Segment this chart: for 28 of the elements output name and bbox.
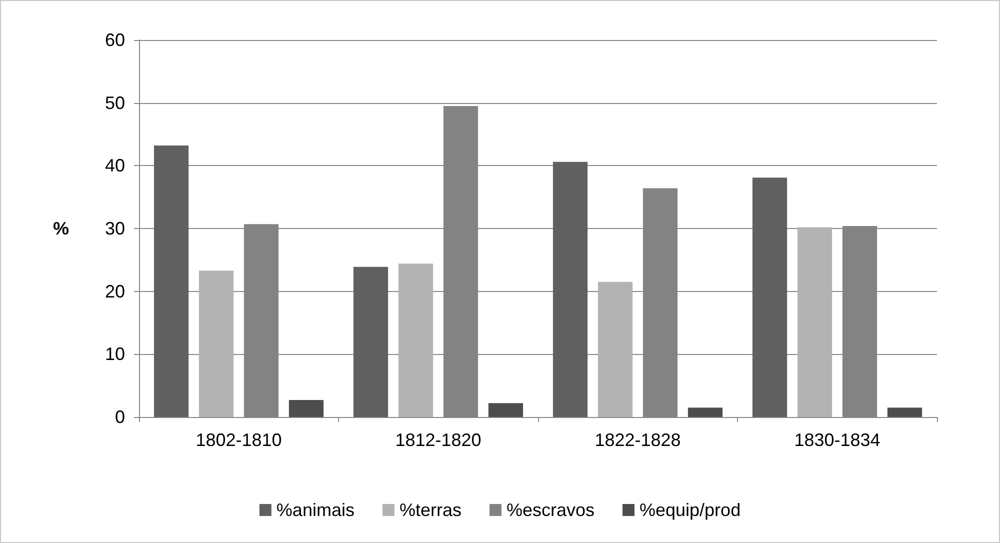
y-tick-label: 60 [104, 30, 125, 50]
bar [797, 227, 832, 417]
legend-label: %terras [399, 500, 462, 520]
bar [598, 282, 633, 417]
x-tick-label: 1830-1834 [794, 430, 880, 450]
y-tick-label: 0 [114, 407, 125, 427]
legend-label: %animais [276, 500, 354, 520]
y-tick-label: 10 [104, 344, 125, 364]
bar [488, 403, 524, 417]
legend-label: %equip/prod [640, 500, 741, 520]
y-axis-title: % [52, 218, 69, 238]
y-tick-label: 50 [104, 92, 125, 113]
x-tick-label: 1822-1828 [594, 430, 681, 450]
bar [154, 146, 189, 417]
bar [688, 408, 723, 417]
bar [198, 270, 234, 417]
bar [552, 162, 588, 417]
x-tick-label: 1802-1810 [196, 430, 282, 450]
bar [353, 266, 388, 417]
y-tick-label: 20 [104, 281, 125, 302]
bar [398, 264, 434, 417]
bar [887, 408, 922, 417]
x-tick-label: 1812-1820 [395, 430, 482, 450]
bar [752, 178, 788, 417]
legend-label: %escravos [506, 500, 594, 520]
bar [288, 400, 324, 417]
y-tick-label: 40 [104, 156, 125, 176]
y-tick-label: 30 [104, 218, 125, 238]
